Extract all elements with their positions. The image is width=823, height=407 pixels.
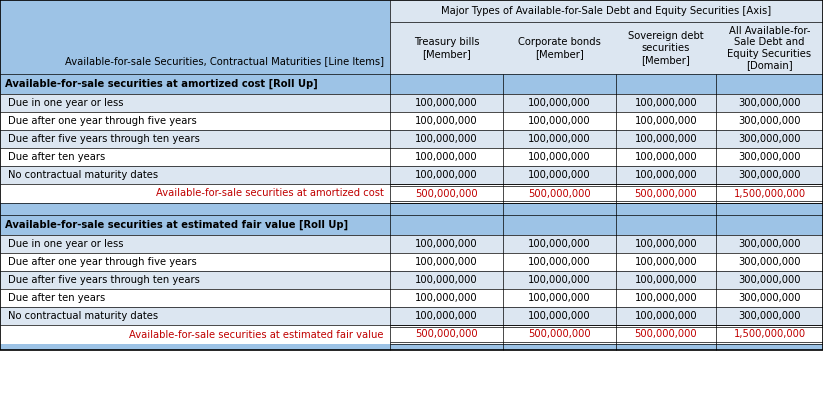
Text: 100,000,000: 100,000,000	[528, 293, 591, 303]
Bar	[390, 22, 823, 74]
Bar	[0, 148, 823, 166]
Text: 100,000,000: 100,000,000	[635, 275, 697, 285]
Text: Available-for-sale securities at amortized cost [Roll Up]: Available-for-sale securities at amortiz…	[5, 79, 318, 89]
Text: Available-for-sale securities at amortized cost: Available-for-sale securities at amortiz…	[156, 188, 384, 199]
Text: 300,000,000: 300,000,000	[738, 293, 801, 303]
Text: 100,000,000: 100,000,000	[415, 134, 478, 144]
Bar	[0, 203, 823, 215]
Bar	[0, 307, 823, 325]
Text: Available-for-sale securities at estimated fair value: Available-for-sale securities at estimat…	[129, 330, 384, 339]
Text: 500,000,000: 500,000,000	[415, 330, 478, 339]
Text: 100,000,000: 100,000,000	[415, 275, 478, 285]
Text: 1,500,000,000: 1,500,000,000	[733, 188, 806, 199]
Text: Corporate bonds
[Member]: Corporate bonds [Member]	[518, 37, 601, 59]
Text: 300,000,000: 300,000,000	[738, 170, 801, 180]
Bar	[0, 215, 823, 235]
Text: 300,000,000: 300,000,000	[738, 116, 801, 126]
Text: 100,000,000: 100,000,000	[528, 116, 591, 126]
Text: 300,000,000: 300,000,000	[738, 134, 801, 144]
Text: 100,000,000: 100,000,000	[528, 257, 591, 267]
Text: 100,000,000: 100,000,000	[528, 311, 591, 321]
Text: 100,000,000: 100,000,000	[635, 170, 697, 180]
Bar	[0, 325, 823, 344]
Bar	[0, 94, 823, 112]
Bar	[0, 184, 823, 203]
Text: No contractual maturity dates: No contractual maturity dates	[8, 170, 158, 180]
Text: Available-for-sale securities at estimated fair value [Roll Up]: Available-for-sale securities at estimat…	[5, 220, 348, 230]
Text: 100,000,000: 100,000,000	[635, 239, 697, 249]
Text: 100,000,000: 100,000,000	[528, 239, 591, 249]
Text: 500,000,000: 500,000,000	[635, 188, 697, 199]
Text: 1,500,000,000: 1,500,000,000	[733, 330, 806, 339]
Bar	[0, 344, 823, 350]
Text: 100,000,000: 100,000,000	[415, 116, 478, 126]
Text: 300,000,000: 300,000,000	[738, 152, 801, 162]
Text: 100,000,000: 100,000,000	[635, 98, 697, 108]
Bar	[0, 0, 390, 74]
Text: 100,000,000: 100,000,000	[635, 257, 697, 267]
Text: 500,000,000: 500,000,000	[415, 188, 478, 199]
Bar	[0, 289, 823, 307]
Text: 300,000,000: 300,000,000	[738, 98, 801, 108]
Text: 100,000,000: 100,000,000	[635, 311, 697, 321]
Bar	[0, 112, 823, 130]
Text: 300,000,000: 300,000,000	[738, 275, 801, 285]
Text: Due after ten years: Due after ten years	[8, 152, 105, 162]
Text: 100,000,000: 100,000,000	[415, 311, 478, 321]
Text: Due after one year through five years: Due after one year through five years	[8, 116, 197, 126]
Text: 100,000,000: 100,000,000	[635, 134, 697, 144]
Bar	[390, 0, 823, 22]
Text: Sovereign debt
securities
[Member]: Sovereign debt securities [Member]	[628, 31, 704, 65]
Text: 500,000,000: 500,000,000	[635, 330, 697, 339]
Text: 100,000,000: 100,000,000	[528, 275, 591, 285]
Text: All Available-for-
Sale Debt and
Equity Securities
[Domain]: All Available-for- Sale Debt and Equity …	[728, 26, 811, 70]
Text: 100,000,000: 100,000,000	[528, 134, 591, 144]
Text: 100,000,000: 100,000,000	[635, 152, 697, 162]
Text: 100,000,000: 100,000,000	[528, 170, 591, 180]
Text: 100,000,000: 100,000,000	[415, 152, 478, 162]
Text: Due in one year or less: Due in one year or less	[8, 98, 123, 108]
Text: 100,000,000: 100,000,000	[415, 98, 478, 108]
Text: 100,000,000: 100,000,000	[415, 170, 478, 180]
Bar	[0, 271, 823, 289]
Text: Due in one year or less: Due in one year or less	[8, 239, 123, 249]
Text: 100,000,000: 100,000,000	[635, 293, 697, 303]
Bar	[0, 74, 823, 94]
Text: Due after one year through five years: Due after one year through five years	[8, 257, 197, 267]
Text: 100,000,000: 100,000,000	[415, 257, 478, 267]
Text: Due after ten years: Due after ten years	[8, 293, 105, 303]
Text: Due after five years through ten years: Due after five years through ten years	[8, 275, 200, 285]
Text: 500,000,000: 500,000,000	[528, 188, 591, 199]
Bar	[0, 253, 823, 271]
Text: Major Types of Available-for-Sale Debt and Equity Securities [Axis]: Major Types of Available-for-Sale Debt a…	[441, 6, 771, 16]
Text: 300,000,000: 300,000,000	[738, 239, 801, 249]
Text: 300,000,000: 300,000,000	[738, 311, 801, 321]
Text: 500,000,000: 500,000,000	[528, 330, 591, 339]
Text: Available-for-sale Securities, Contractual Maturities [Line Items]: Available-for-sale Securities, Contractu…	[65, 56, 384, 66]
Text: Treasury bills
[Member]: Treasury bills [Member]	[414, 37, 479, 59]
Bar	[0, 130, 823, 148]
Text: 100,000,000: 100,000,000	[415, 239, 478, 249]
Text: No contractual maturity dates: No contractual maturity dates	[8, 311, 158, 321]
Text: 300,000,000: 300,000,000	[738, 257, 801, 267]
Text: 100,000,000: 100,000,000	[528, 98, 591, 108]
Text: 100,000,000: 100,000,000	[528, 152, 591, 162]
Bar	[0, 235, 823, 253]
Text: 100,000,000: 100,000,000	[635, 116, 697, 126]
Text: Due after five years through ten years: Due after five years through ten years	[8, 134, 200, 144]
Text: 100,000,000: 100,000,000	[415, 293, 478, 303]
Bar	[0, 166, 823, 184]
